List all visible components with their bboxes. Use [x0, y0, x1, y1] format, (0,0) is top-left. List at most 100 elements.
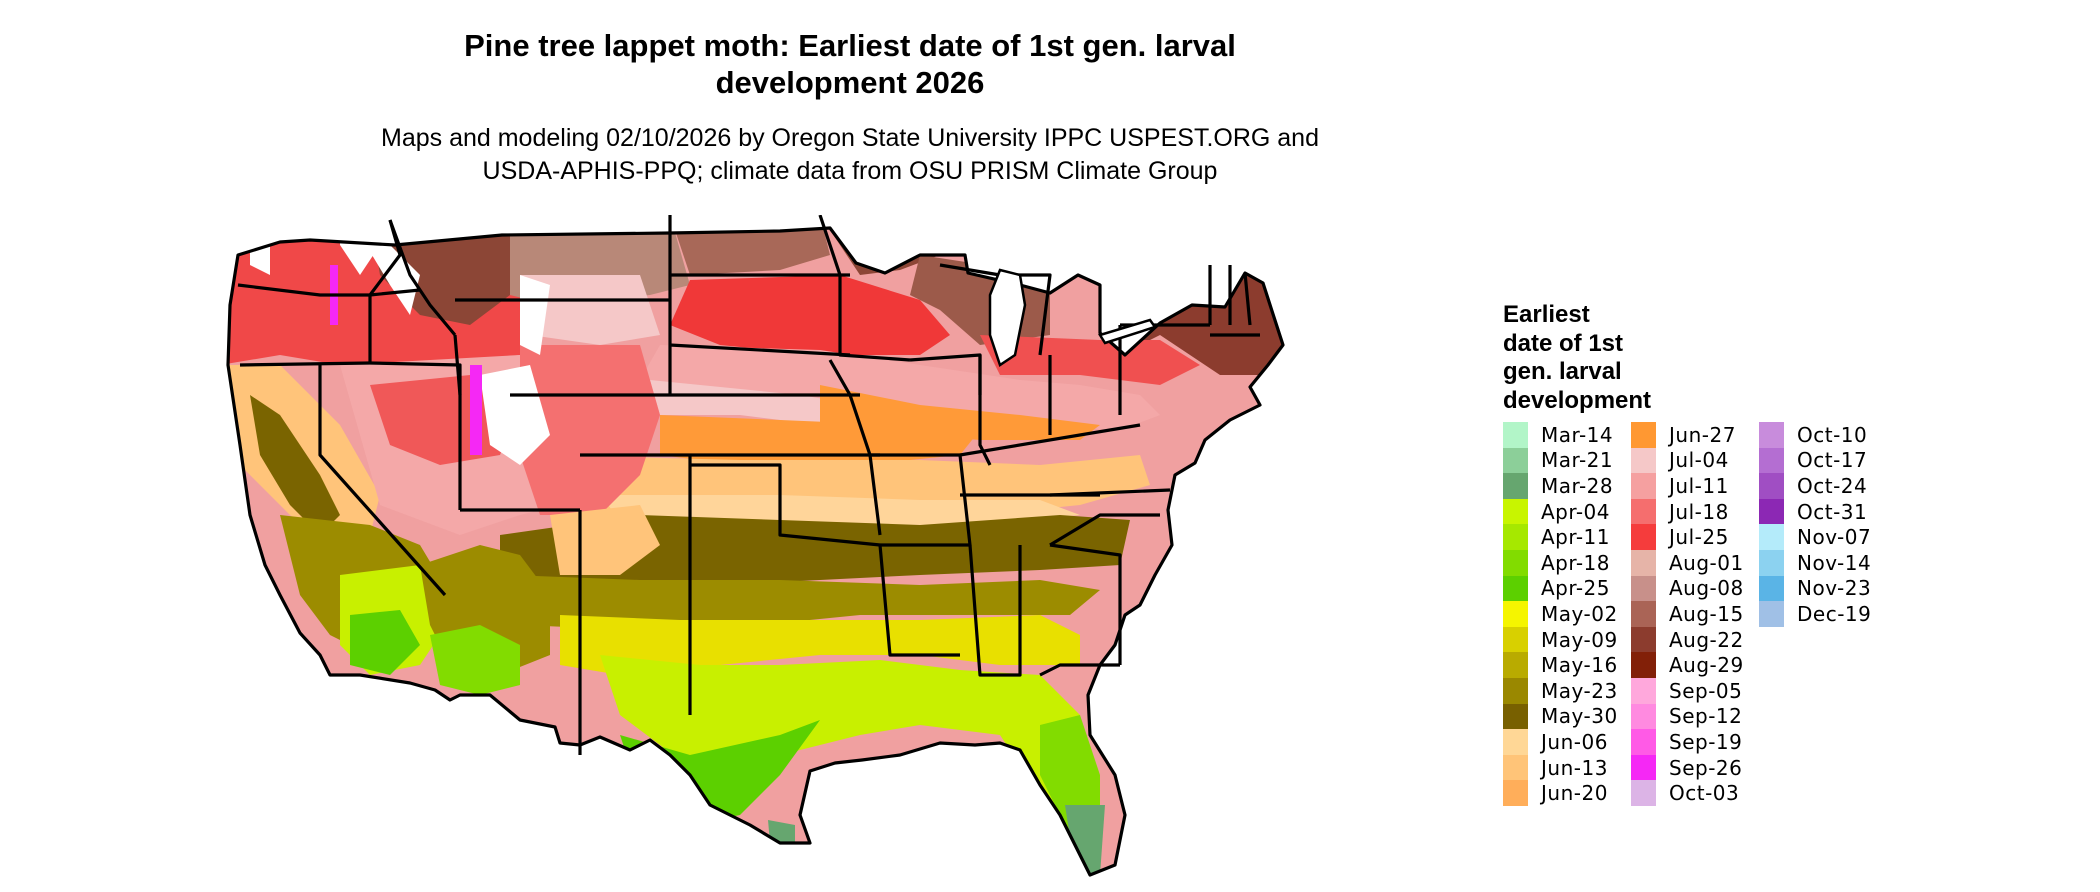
state-border-ia-mo [828, 359, 882, 536]
zone-great-basin-red [370, 375, 520, 465]
legend-swatch [1631, 422, 1656, 448]
zone-desert-green [350, 610, 420, 675]
state-border-wa-or [237, 283, 421, 297]
map-title: Pine tree lappet moth: Earliest date of … [330, 27, 1370, 101]
legend-label: Aug-08 [1669, 576, 1744, 601]
legend-label: May-09 [1541, 627, 1618, 652]
legend-label: Oct-24 [1797, 473, 1868, 498]
legend-label: Oct-03 [1669, 781, 1740, 806]
legend-item: Nov-23 [1759, 575, 1872, 602]
legend-label: Sep-05 [1669, 678, 1743, 703]
legend-swatch [1503, 678, 1528, 704]
lake-erie [1098, 318, 1158, 345]
zone-wy-pink [520, 275, 660, 345]
map-title-line-1: Pine tree lappet moth: Earliest date of … [464, 28, 1236, 63]
legend-swatch [1503, 626, 1528, 653]
legend-item: Jul-11 [1631, 473, 1729, 499]
legend-item: Jun-13 [1503, 754, 1608, 781]
legend-item: Apr-11 [1503, 524, 1610, 550]
legend-label: Jun-06 [1541, 729, 1608, 754]
legend-label: Sep-12 [1669, 704, 1743, 729]
legend-swatch [1631, 652, 1656, 678]
legend-swatch [1503, 447, 1528, 474]
legend-swatch [1631, 703, 1656, 730]
legend-swatch [1631, 498, 1656, 525]
zone-snow-colorado [480, 365, 550, 465]
legend-label: Jun-20 [1541, 781, 1608, 806]
legend-swatch [1503, 473, 1528, 499]
zone-midwest-red-2 [980, 335, 1200, 385]
state-border-va-nc [1049, 488, 1171, 497]
zone-central-valley-olive [250, 395, 340, 535]
legend-item: Oct-24 [1759, 473, 1867, 499]
legend-swatch [1631, 473, 1656, 499]
zone-midwest-red [670, 275, 950, 355]
legend-swatch [1759, 498, 1784, 525]
legend-swatch [1631, 780, 1656, 806]
legend-swatch [1759, 601, 1784, 627]
zone-gulf-olive-dark [500, 515, 1130, 595]
legend-label: Oct-31 [1797, 499, 1868, 524]
legend-label: Jul-04 [1669, 448, 1729, 473]
state-border-mn-wi [818, 215, 911, 362]
state-border-ok-tx [690, 463, 881, 547]
legend-label: Nov-23 [1797, 576, 1872, 601]
legend-title: Earliest date of 1st gen. larval develop… [1503, 301, 1651, 415]
legend-item: Nov-07 [1759, 524, 1871, 550]
legend-label: Mar-14 [1541, 422, 1614, 447]
legend-item: May-02 [1503, 601, 1618, 627]
legend-label: May-16 [1541, 653, 1618, 678]
state-border-ca-nv [318, 365, 447, 597]
state-border-ga-fl [1039, 663, 1120, 677]
map-subtitle: Maps and modeling 02/10/2026 by Oregon S… [270, 122, 1430, 188]
legend-swatch [1631, 524, 1656, 550]
zone-snow-idaho [360, 235, 420, 315]
lake-michigan [988, 268, 1027, 367]
legend-label: Aug-22 [1669, 627, 1744, 652]
legend-label: Jun-27 [1669, 422, 1736, 447]
state-border-id-mt [388, 219, 457, 337]
zone-nm-orange [550, 505, 660, 575]
legend-label: Apr-25 [1541, 576, 1610, 601]
zone-late-season-magenta [470, 365, 482, 455]
legend-item: Dec-19 [1759, 601, 1871, 627]
legend-swatch [1759, 473, 1784, 499]
legend-swatch [1631, 754, 1656, 781]
legend-swatch [1759, 422, 1784, 448]
legend-item: May-09 [1503, 626, 1618, 653]
legend-item: Sep-12 [1631, 703, 1743, 730]
legend-swatch [1631, 626, 1656, 653]
legend-item: Aug-29 [1631, 652, 1744, 678]
legend-swatch [1631, 678, 1656, 704]
legend-item: Aug-01 [1631, 550, 1744, 576]
legend-swatch [1503, 524, 1528, 550]
legend-item: Apr-04 [1503, 498, 1610, 525]
legend-label: May-23 [1541, 678, 1618, 703]
legend-item: Sep-26 [1631, 754, 1742, 781]
legend-item: Sep-19 [1631, 729, 1742, 755]
legend-item: Mar-21 [1503, 447, 1613, 474]
zone-gulf-olive [510, 575, 1100, 630]
legend-item: Jun-20 [1503, 780, 1608, 806]
legend-swatch [1631, 601, 1656, 627]
legend-item: Mar-14 [1503, 422, 1613, 448]
legend-swatch [1503, 703, 1528, 730]
legend-swatch [1759, 550, 1784, 576]
phenology-zones [228, 228, 1283, 875]
legend-swatch [1503, 652, 1528, 678]
legend-swatch [1631, 729, 1656, 755]
legend-item: Sep-05 [1631, 678, 1742, 704]
legend-label: May-30 [1541, 704, 1618, 729]
legend-swatch [1759, 575, 1784, 602]
map-subtitle-line-1: Maps and modeling 02/10/2026 by Oregon S… [381, 124, 1319, 152]
legend-item: Apr-18 [1503, 550, 1610, 576]
state-border-ga-sc [1049, 543, 1122, 665]
legend-swatch [1503, 575, 1528, 602]
legend-item: Aug-22 [1631, 626, 1744, 653]
legend-label: Aug-15 [1669, 601, 1744, 626]
legend-label: Jul-25 [1669, 525, 1729, 550]
us-phenology-map [226, 215, 1285, 877]
legend-swatch [1503, 422, 1528, 448]
state-border-nc-sc [1049, 513, 1160, 547]
legend-item: Oct-03 [1631, 780, 1739, 806]
